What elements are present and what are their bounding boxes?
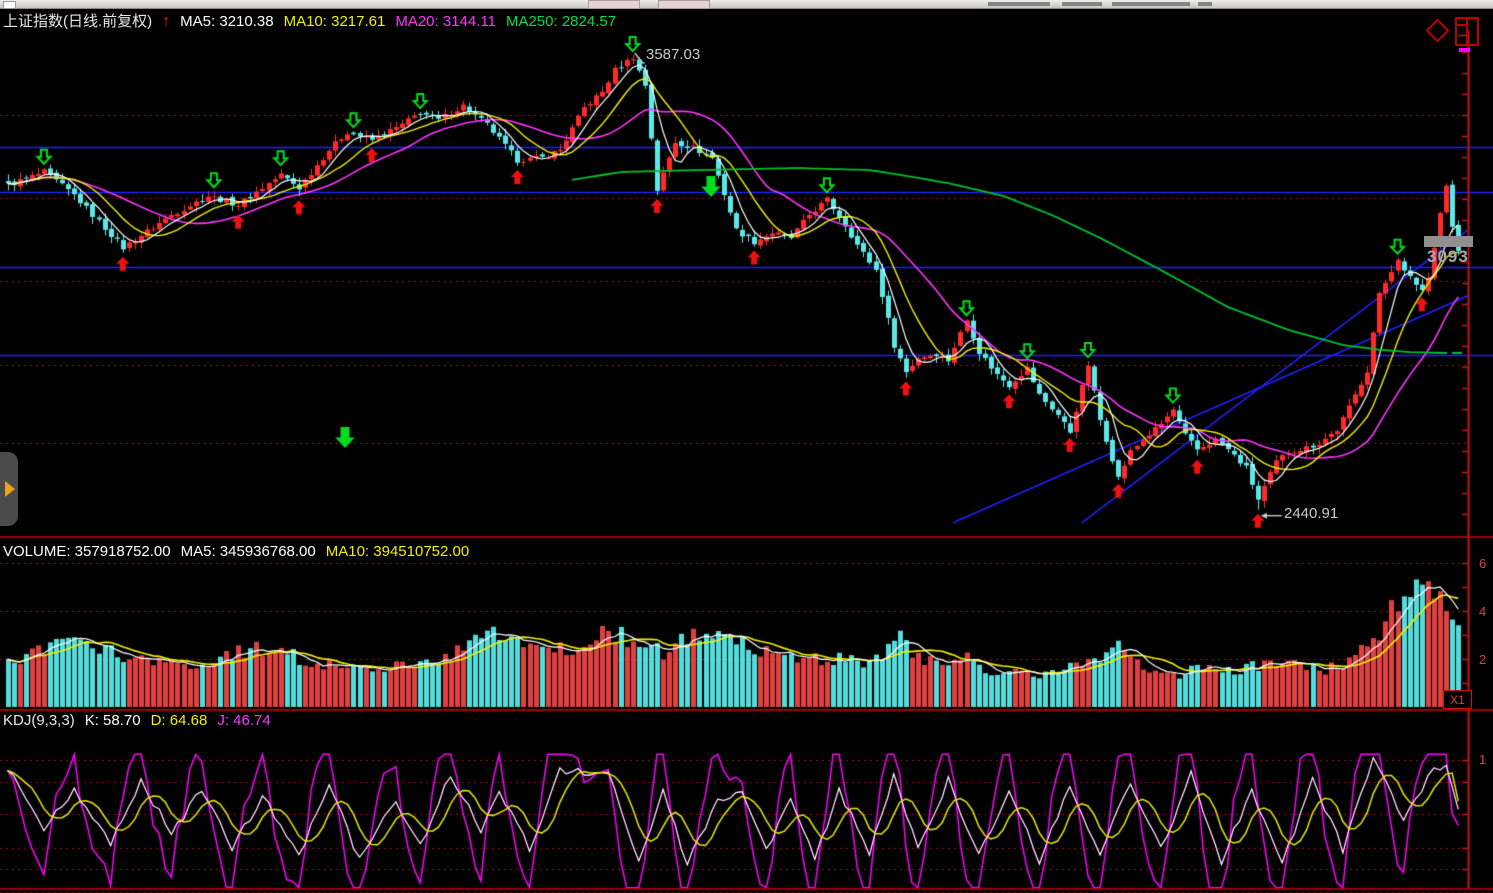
window-divider	[1466, 19, 1468, 44]
menu-button[interactable]	[588, 0, 640, 9]
menu-item[interactable]	[1198, 2, 1212, 6]
menu-item[interactable]	[1062, 2, 1102, 6]
ma20-value: MA20: 3144.11	[395, 13, 496, 30]
volume-value: VOLUME: 357918752.00	[3, 543, 171, 560]
axis-tag-bar	[1424, 236, 1473, 247]
volume-pane-header: VOLUME: 357918752.00 MA5: 345936768.00 M…	[3, 543, 469, 560]
symbol-title: 上证指数(日线.前复权)	[3, 13, 153, 30]
up-arrow-icon: ↑	[162, 13, 171, 30]
menu-button[interactable]	[658, 0, 710, 9]
menu-item[interactable]	[1112, 2, 1190, 6]
low-price-annotation: 2440.91	[1284, 505, 1339, 522]
window-bar	[1457, 24, 1466, 26]
chevron-right-icon	[5, 481, 15, 497]
ma5-value: MA5: 3210.38	[180, 13, 274, 30]
kdj-j-value: J: 46.74	[217, 712, 271, 729]
volume-axis-label: 6	[1479, 556, 1487, 571]
kdj-d-value: D: 64.68	[150, 712, 208, 729]
volume-axis-label: 4	[1479, 604, 1487, 619]
menu-item[interactable]	[988, 2, 1050, 6]
last-price-tag: 3093	[1427, 247, 1469, 266]
high-price-annotation: 3587.03	[646, 46, 701, 63]
kdj-axis-label: 1	[1479, 752, 1487, 767]
app-icon[interactable]	[3, 1, 16, 9]
main-pane-header: 上证指数(日线.前复权) ↑ MA5: 3210.38 MA10: 3217.6…	[3, 13, 616, 30]
volume-axis-label: 2	[1479, 652, 1487, 667]
ma10-value: MA10: 3217.61	[283, 13, 386, 30]
split-window-icon[interactable]	[1455, 17, 1479, 46]
volume-scale-badge[interactable]: X1	[1443, 690, 1472, 709]
kdj-pane-header: KDJ(9,3,3) K: 58.70 D: 64.68 J: 46.74	[3, 712, 271, 729]
sidebar-expand-handle[interactable]	[0, 452, 18, 526]
ma250-value: MA250: 2824.57	[505, 13, 617, 30]
kdj-k-value: K: 58.70	[84, 712, 141, 729]
magenta-marker	[1459, 48, 1470, 52]
volume-ma10-value: MA10: 394510752.00	[325, 543, 470, 560]
volume-ma5-value: MA5: 345936768.00	[180, 543, 316, 560]
kdj-title: KDJ(9,3,3)	[3, 712, 75, 729]
menu-bar	[0, 0, 1493, 9]
